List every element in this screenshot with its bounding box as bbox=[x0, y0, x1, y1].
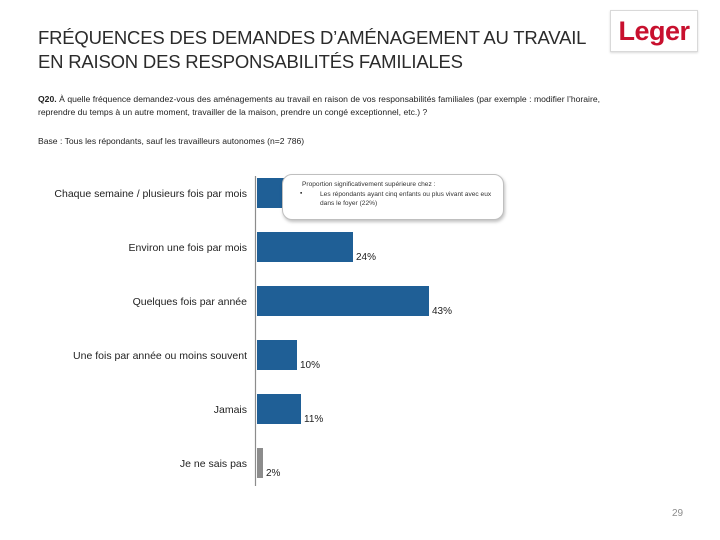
bar bbox=[257, 448, 263, 478]
data-label: 11% bbox=[304, 414, 323, 425]
category-label: Jamais bbox=[214, 404, 247, 416]
category-label: Une fois par année ou moins souvent bbox=[73, 350, 247, 362]
callout-heading: Proportion significativement supérieure … bbox=[302, 181, 436, 188]
page-title: FRÉQUENCES DES DEMANDES D’AMÉNAGEMENT AU… bbox=[38, 27, 586, 72]
callout-item: Les répondants ayant cinq enfants ou plu… bbox=[320, 191, 492, 207]
data-label: 24% bbox=[356, 252, 376, 263]
category-label: Quelques fois par année bbox=[133, 296, 248, 308]
question-body: À quelle fréquence demandez-vous des amé… bbox=[38, 94, 600, 117]
question-label: Q20. bbox=[38, 94, 57, 104]
data-label: 10% bbox=[300, 360, 320, 371]
bar bbox=[257, 286, 429, 316]
logo-text: Leger bbox=[618, 16, 690, 46]
callout-bullet: ▪ bbox=[300, 190, 303, 197]
question-text: Q20. À quelle fréquence demandez-vous de… bbox=[38, 93, 600, 119]
data-label: 43% bbox=[432, 306, 452, 317]
leger-logo: Leger bbox=[610, 10, 698, 52]
bar bbox=[257, 394, 301, 424]
category-label: Chaque semaine / plusieurs fois par mois bbox=[54, 188, 247, 200]
callout-box bbox=[282, 174, 504, 220]
category-label: Environ une fois par mois bbox=[129, 242, 247, 254]
data-label: 2% bbox=[266, 468, 281, 479]
page-number: 29 bbox=[672, 508, 684, 519]
base-note: Base : Tous les répondants, sauf les tra… bbox=[38, 136, 305, 146]
significance-callout: Proportion significativement supérieure … bbox=[282, 174, 504, 220]
bar bbox=[257, 232, 353, 262]
category-label: Je ne sais pas bbox=[180, 458, 247, 470]
bar bbox=[257, 340, 297, 370]
